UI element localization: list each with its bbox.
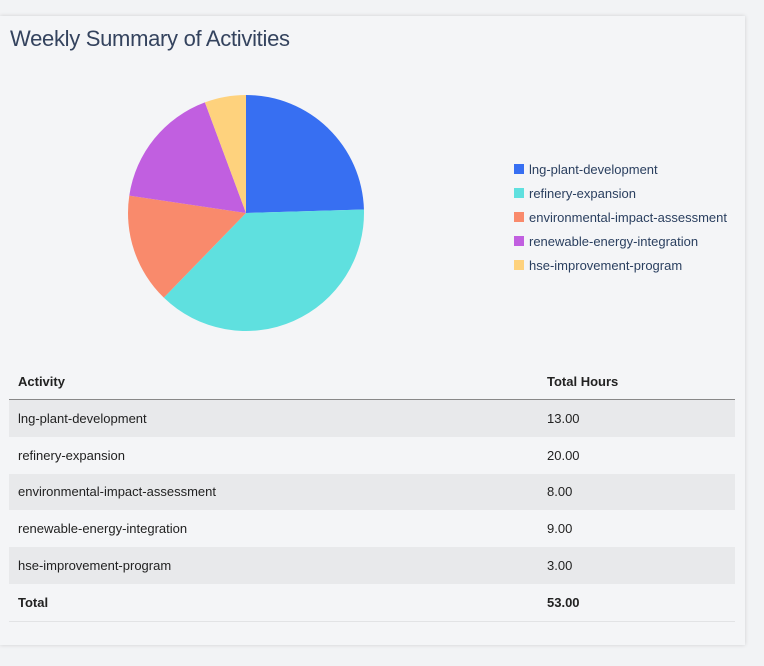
legend-label: lng-plant-development	[529, 161, 658, 177]
summary-card: Weekly Summary of Activities lng-plant-d…	[0, 16, 745, 645]
activity-table: Activity Total Hours lng-plant-developme…	[9, 363, 735, 622]
pie-slice-refinery-expansion[interactable]	[163, 209, 364, 332]
hours-cell: 9.00	[547, 521, 573, 537]
total-label: Total	[9, 583, 538, 622]
activity-cell: lng-plant-development	[9, 399, 538, 437]
table-row: hse-improvement-program 3.00	[9, 547, 735, 584]
legend-label: hse-improvement-program	[529, 257, 683, 273]
header-activity: Activity	[9, 363, 538, 400]
table-header-row: Activity Total Hours	[9, 363, 735, 400]
legend-item[interactable]: lng-plant-development	[514, 157, 727, 181]
activity-cell: refinery-expansion	[18, 447, 125, 463]
legend-item[interactable]: hse-improvement-program	[514, 253, 727, 277]
hours-cell: 20.00	[547, 447, 580, 463]
total-value: 53.00	[538, 583, 735, 622]
hours-cell: 3.00	[538, 547, 735, 584]
activity-cell: renewable-energy-integration	[18, 521, 188, 537]
table-row: environmental-impact-assessment 8.00	[9, 473, 735, 511]
table-row: lng-plant-development 13.00	[9, 399, 735, 437]
chart-title: Weekly Summary of Activities	[10, 26, 290, 51]
activity-cell: environmental-impact-assessment	[9, 473, 538, 511]
table-row: refinery-expansion 20.00	[9, 437, 735, 474]
legend-swatch	[514, 188, 524, 198]
total-row: Total 53.00	[9, 583, 735, 622]
pie-slice-hse-improvement-program[interactable]	[204, 95, 246, 213]
pie-slice-lng-plant-development[interactable]	[246, 95, 364, 213]
legend-swatch	[514, 260, 524, 270]
legend-label: environmental-impact-assessment	[529, 209, 727, 225]
hours-cell: 13.00	[538, 399, 735, 437]
pie-chart	[127, 95, 364, 332]
legend-label: refinery-expansion	[529, 185, 636, 201]
table-row: renewable-energy-integration 9.00	[9, 510, 735, 547]
activity-cell: hse-improvement-program	[9, 547, 538, 584]
legend-swatch	[514, 236, 524, 246]
legend-item[interactable]: refinery-expansion	[514, 181, 727, 205]
pie-slice-environmental-impact-assessment[interactable]	[127, 195, 246, 298]
legend-item[interactable]: environmental-impact-assessment	[514, 205, 727, 229]
hours-cell: 8.00	[538, 473, 735, 511]
legend-item[interactable]: renewable-energy-integration	[514, 229, 727, 253]
legend-swatch	[514, 164, 524, 174]
legend: lng-plant-development refinery-expansion e…	[514, 157, 727, 277]
legend-label: renewable-energy-integration	[529, 233, 699, 249]
header-total-hours: Total Hours	[538, 363, 735, 400]
pie-slice-renewable-energy-integration[interactable]	[129, 102, 246, 213]
legend-swatch	[514, 212, 524, 222]
